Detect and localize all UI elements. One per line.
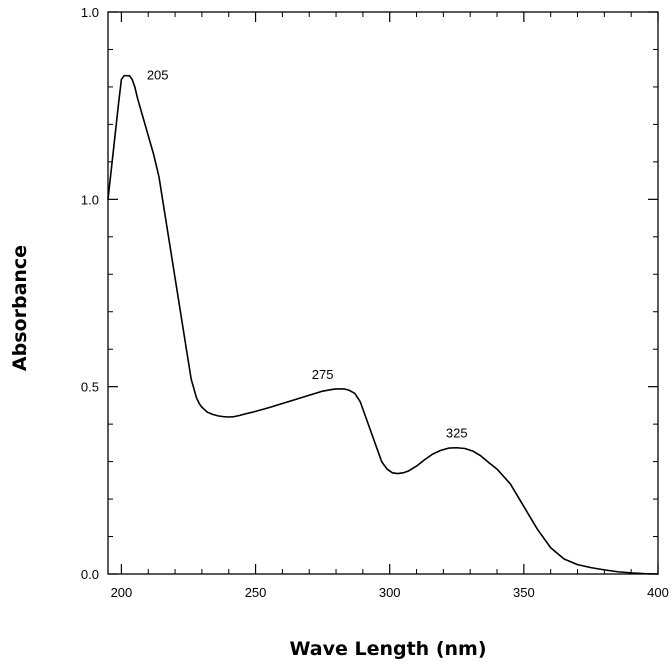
peak-label: 325 (446, 426, 468, 441)
peak-label: 205 (147, 68, 169, 83)
x-tick-label: 250 (245, 585, 267, 600)
x-tick-label: 400 (647, 585, 669, 600)
x-tick-label: 350 (513, 585, 535, 600)
x-axis-title: Wave Length (nm) (289, 638, 486, 660)
plot-frame (107, 11, 659, 575)
absorbance-series-line (107, 74, 659, 575)
y-tick-label: 1.0 (81, 192, 99, 207)
x-tick-label: 300 (379, 585, 401, 600)
x-tick-label: 200 (111, 585, 133, 600)
plot-area: 200 250 300 350 400 0.0 0.5 1.0 1.0 205 275 325 (81, 5, 669, 600)
peak-label: 275 (312, 367, 334, 382)
y-tick-label: 1.0 (81, 5, 99, 20)
y-tick-label: 0.5 (81, 380, 99, 395)
y-tick-label: 0.0 (81, 567, 99, 582)
y-axis-title: Absorbance (9, 245, 31, 371)
